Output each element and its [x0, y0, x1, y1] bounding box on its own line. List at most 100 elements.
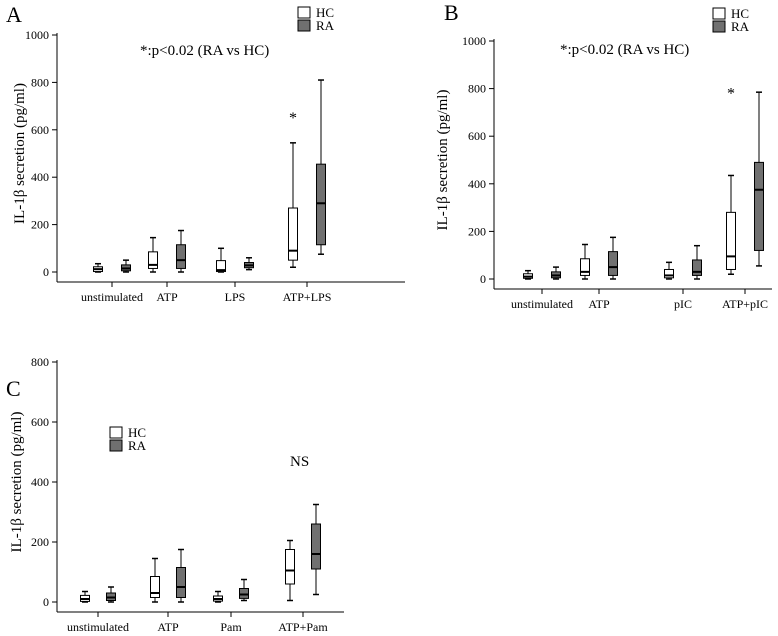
series-ra	[106, 503, 321, 603]
box-ra-atp-pam	[311, 503, 321, 596]
box-ra-atp-lps	[316, 79, 326, 255]
y-axis-label: IL-1β secretion (pg/ml)	[435, 90, 451, 231]
significance-marker: *	[727, 86, 735, 103]
x-tick-label: ATP+Pam	[278, 620, 328, 631]
x-tick-label: unstimulated	[511, 297, 573, 311]
box-hc-unstimulated	[523, 269, 533, 280]
box-ra-atp	[176, 548, 186, 603]
x-tick-label: unstimulated	[81, 290, 143, 304]
box-hc-atp	[148, 236, 158, 273]
y-tick-label: 800	[31, 75, 49, 89]
box-iqr	[288, 207, 298, 261]
legend-label-hc: HC	[128, 425, 146, 440]
box-hc-lps	[216, 247, 226, 273]
legend-swatch-ra	[297, 19, 311, 32]
box-hc-unstimulated	[80, 590, 90, 603]
box-iqr	[754, 161, 764, 251]
box-hc-atp-pam	[285, 539, 295, 602]
box-ra-atp	[176, 229, 186, 273]
y-tick-label: 600	[31, 415, 49, 429]
series-hc	[523, 174, 736, 280]
box-iqr	[316, 163, 326, 246]
box-ra-unstimulated	[106, 586, 116, 603]
legend-swatch-hc	[109, 426, 123, 439]
y-tick-label: 600	[31, 123, 49, 137]
box-iqr	[311, 523, 321, 570]
legend-label-hc: HC	[731, 6, 749, 21]
panel-label: C	[6, 376, 21, 401]
x-tick-label: ATP	[157, 620, 179, 631]
annotation-text: *:p<0.02 (RA vs HC)	[560, 42, 689, 58]
x-tick-label: ATP+LPS	[283, 290, 332, 304]
y-tick-label: 200	[31, 218, 49, 232]
x-tick-label: Pam	[220, 620, 242, 631]
y-tick-label: 0	[480, 272, 486, 286]
box-hc-pic	[664, 261, 674, 280]
annotation-text: NS	[290, 454, 309, 470]
box-hc-pam	[213, 590, 223, 603]
box-ra-pam	[239, 578, 249, 602]
box-hc-atp-pic	[726, 174, 736, 275]
x-tick-label: unstimulated	[67, 620, 129, 631]
y-tick-label: 800	[31, 355, 49, 369]
y-axis-label: IL-1β secretion (pg/ml)	[9, 412, 25, 553]
y-tick-label: 400	[31, 170, 49, 184]
box-ra-pic	[692, 244, 702, 280]
box-iqr	[608, 251, 618, 276]
chart-panel-c: C 0 200 400 600 800 IL-1β secretion (pg/ml) uns…	[6, 355, 344, 634]
y-tick-label: 600	[468, 129, 486, 143]
x-tick-label: LPS	[225, 290, 246, 304]
box-iqr	[216, 260, 226, 273]
x-tick-label: ATP	[156, 290, 178, 304]
box-ra-atp	[608, 236, 618, 280]
box-ra-unstimulated	[121, 259, 131, 273]
significance-marker: *	[289, 110, 297, 127]
legend-swatch-hc	[712, 7, 726, 20]
series-ra	[551, 91, 764, 280]
box-iqr	[176, 567, 186, 598]
x-tick-label: ATP+pIC	[722, 297, 768, 311]
box-hc-atp-lps	[288, 142, 298, 269]
box-iqr	[726, 211, 736, 270]
y-tick-label: 0	[43, 265, 49, 279]
box-hc-atp	[150, 557, 160, 603]
box-iqr	[148, 251, 158, 269]
annotation-text: *:p<0.02 (RA vs HC)	[140, 43, 269, 59]
y-tick-label: 400	[31, 475, 49, 489]
legend-swatch-ra	[109, 439, 123, 452]
box-iqr	[150, 576, 160, 598]
box-iqr	[285, 549, 295, 585]
y-tick-label: 0	[43, 595, 49, 609]
series-hc	[93, 142, 298, 273]
box-iqr	[176, 244, 186, 269]
series-ra	[121, 79, 326, 273]
y-tick-label: 400	[468, 177, 486, 191]
y-tick-label: 800	[468, 82, 486, 96]
y-tick-label: 200	[468, 224, 486, 238]
x-tick-label: ATP	[588, 297, 610, 311]
chart-panel-a: A 0 200 400 600 800 1000 IL-1β secretion (pg/ml…	[6, 2, 405, 304]
legend-label-hc: HC	[316, 5, 334, 20]
panel-label: B	[444, 0, 459, 25]
box-ra-unstimulated	[551, 266, 561, 280]
box-iqr	[239, 588, 249, 599]
box-iqr	[692, 259, 702, 276]
y-axis-label: IL-1β secretion (pg/ml)	[12, 83, 28, 224]
legend-label-ra: RA	[316, 18, 335, 33]
legend-swatch-ra	[712, 20, 726, 33]
box-hc-atp	[580, 243, 590, 280]
y-tick-label: 1000	[25, 28, 49, 42]
y-tick-label: 1000	[462, 34, 486, 48]
legend-label-ra: RA	[731, 19, 750, 34]
chart-panel-b: B 0 200 400 600 800 1000 IL-1β secretion (pg/ml…	[435, 0, 772, 311]
x-tick-label: pIC	[674, 297, 692, 311]
box-hc-unstimulated	[93, 262, 103, 273]
legend-label-ra: RA	[128, 438, 147, 453]
panel-label: A	[6, 2, 22, 27]
box-iqr	[580, 258, 590, 276]
